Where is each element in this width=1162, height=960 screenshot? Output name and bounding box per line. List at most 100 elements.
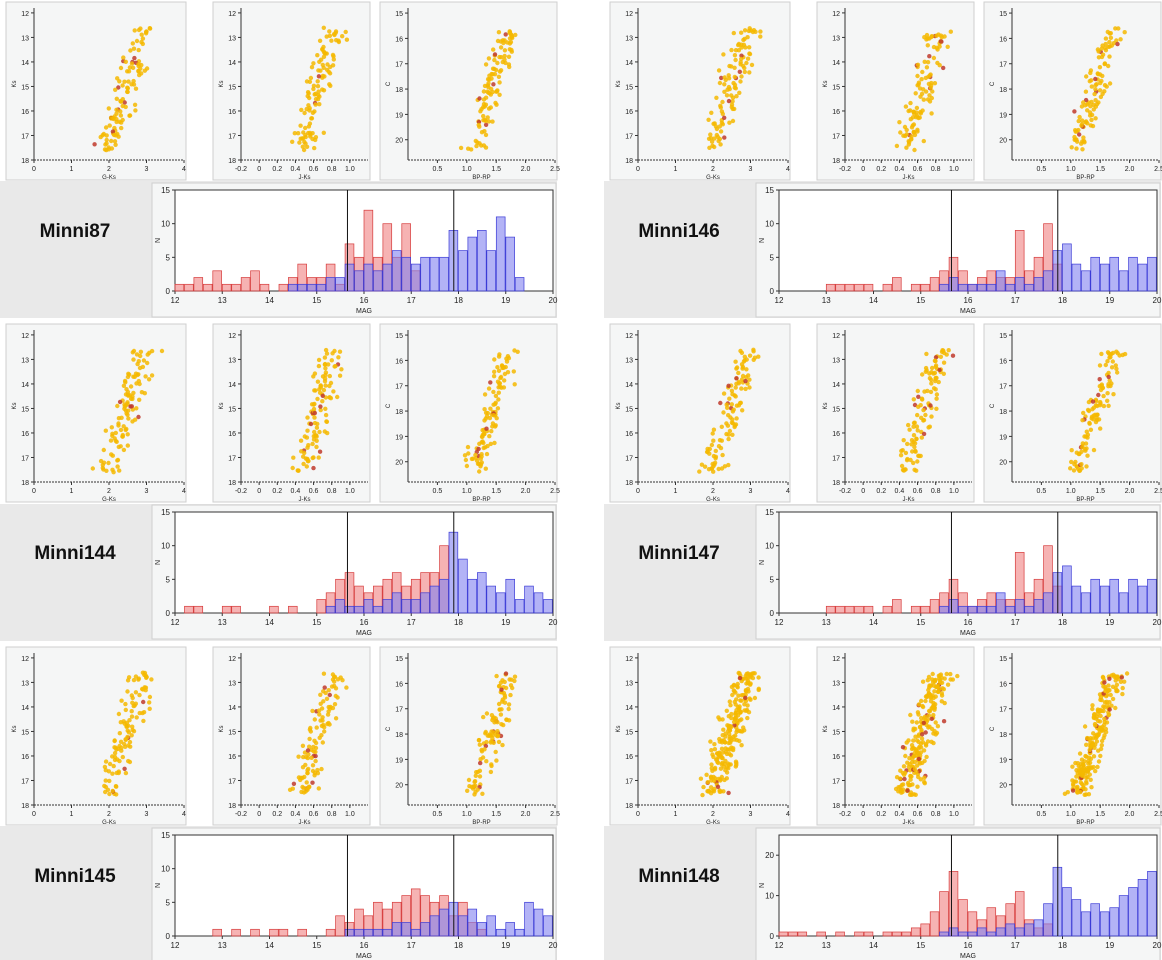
scatter-point	[297, 140, 302, 145]
scatter-point	[1089, 117, 1094, 123]
scatter-point	[133, 417, 138, 422]
scatter-point	[933, 355, 939, 360]
y-tick-label: 15	[765, 186, 774, 195]
scatter-point	[911, 754, 916, 759]
scatter-point	[698, 776, 704, 781]
scatter-point	[900, 745, 906, 750]
scatter-point	[314, 725, 319, 730]
scatter-point	[123, 59, 128, 64]
scatter-point	[131, 82, 137, 87]
scatter-point	[726, 98, 732, 104]
scatter-point	[132, 28, 137, 33]
scatter-point	[147, 706, 152, 711]
x-tick-label: 16	[360, 941, 369, 950]
scatter-point	[921, 431, 927, 437]
red-histogram-bar	[202, 283, 213, 292]
scatter-point	[715, 784, 721, 789]
scatter-point	[733, 359, 738, 364]
scatter-point	[911, 728, 916, 733]
scatter-point	[504, 717, 509, 722]
scatter-point	[110, 431, 115, 436]
scatter-point	[740, 408, 745, 413]
scatter-point	[1118, 679, 1124, 684]
scatter-point	[904, 132, 909, 137]
scatter-point	[491, 740, 496, 745]
cluster-name: Minni87	[39, 221, 111, 242]
scatter-point	[125, 734, 130, 740]
scatter-point	[123, 427, 128, 433]
blue-histogram-bar	[1062, 243, 1072, 292]
scatter-point	[322, 355, 328, 360]
scatter-point	[115, 464, 120, 469]
scatter-point	[727, 428, 733, 434]
scatter-point	[1099, 697, 1104, 703]
x-axis-label: BP-RP	[1076, 175, 1094, 181]
scatter-point	[110, 771, 115, 776]
x-tick-label: 17	[1011, 618, 1020, 627]
y-tick-label: 18	[21, 158, 29, 165]
blue-histogram-bar	[995, 927, 1006, 937]
scatter-point	[479, 460, 484, 465]
scatter-point	[921, 418, 926, 423]
scatter-point	[726, 383, 731, 388]
scatter-point	[917, 761, 923, 766]
scatter-point	[1079, 123, 1084, 128]
scatter-point	[747, 70, 752, 75]
scatter-point	[1106, 403, 1111, 408]
scatter-point	[126, 743, 131, 748]
scatter-point	[1082, 434, 1087, 439]
scatter-point	[1097, 65, 1103, 70]
blue-histogram-bar	[477, 922, 487, 937]
scatter-point	[719, 424, 724, 429]
scatter-point	[715, 757, 720, 762]
blue-histogram-bar	[958, 931, 968, 937]
scatter-point	[908, 100, 913, 106]
scatter-point	[746, 710, 752, 715]
scatter-point	[726, 73, 731, 78]
x-axis-label: G-Ks	[706, 175, 720, 181]
scatter-point	[939, 691, 944, 696]
y-tick-label: 17	[832, 778, 840, 785]
scatter-point	[484, 451, 490, 457]
blue-histogram-bar	[986, 931, 997, 937]
scatter-point	[309, 402, 315, 407]
scatter-point	[502, 695, 508, 700]
y-axis-label: Ks	[823, 80, 829, 87]
scatter-point	[491, 413, 496, 418]
y-tick-label: 14	[228, 60, 236, 67]
scatter-point	[720, 99, 725, 105]
scatter-point	[742, 708, 747, 713]
scatter-point	[1085, 407, 1091, 413]
scatter-point	[309, 116, 314, 121]
x-tick-label: 15	[312, 941, 321, 950]
scatter-point	[486, 81, 491, 86]
scatter-point	[1084, 464, 1089, 469]
scatter-point	[104, 141, 109, 146]
scatter-point	[101, 447, 107, 453]
scatter-point	[501, 40, 506, 46]
scatter-point	[1102, 61, 1107, 67]
scatter-point	[720, 760, 725, 766]
scatter-point	[717, 438, 723, 443]
blue-histogram-bar	[1090, 903, 1100, 937]
scatter-point	[737, 69, 742, 75]
scatter-point	[301, 147, 307, 153]
scatter-point	[1072, 109, 1077, 114]
scatter-point	[1084, 429, 1090, 434]
scatter-point	[937, 62, 942, 68]
x-tick-label: 13	[218, 618, 227, 627]
scatter-point	[144, 675, 149, 680]
scatter-point	[489, 76, 494, 81]
scatter-point	[742, 65, 747, 71]
scatter-point	[118, 99, 124, 104]
y-tick-label: 14	[228, 382, 236, 389]
x-tick-label: 13	[822, 618, 831, 627]
scatter-point	[739, 30, 744, 35]
scatter-point	[926, 713, 932, 718]
scatter-point	[290, 786, 295, 791]
blue-histogram-bar	[429, 915, 440, 937]
x-tick-label: 1.0	[345, 811, 355, 818]
scatter-point	[466, 451, 471, 456]
scatter-point	[112, 139, 118, 144]
scatter-point	[116, 421, 121, 426]
